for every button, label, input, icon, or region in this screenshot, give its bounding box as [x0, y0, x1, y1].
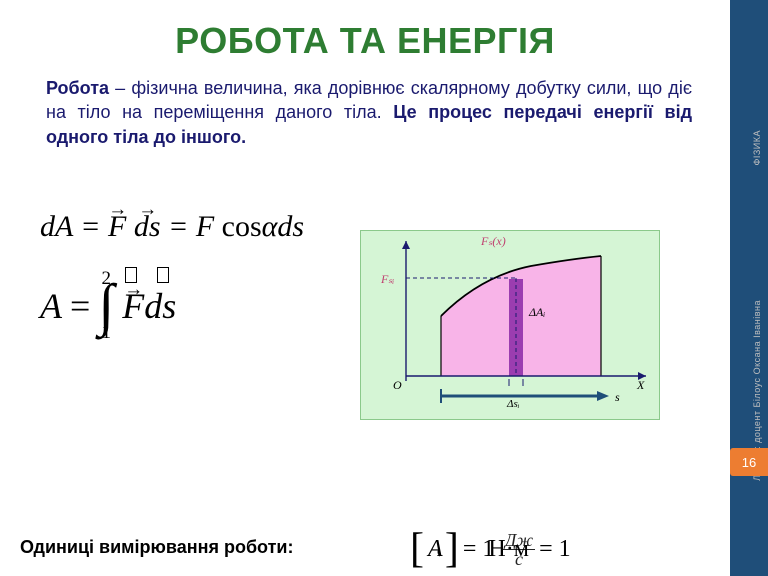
defn-dash: – — [109, 78, 131, 98]
integral-icon: ∫ — [98, 285, 114, 326]
f2-eq: = — [70, 285, 90, 327]
units-dj: Дж — [503, 531, 535, 550]
int-lower: 1 — [102, 326, 112, 339]
work-diagram: Fₛ(x) Fₛᵢ ΔAᵢ Δsᵢ s⃗ O X — [360, 230, 660, 420]
sidebar: ФІЗИКА Лектор: доцент Білоус Оксана Іван… — [730, 0, 768, 576]
f1-ds2: ds — [277, 210, 304, 243]
arrow-icon: → — [122, 279, 144, 301]
units-dj-den: с — [515, 550, 523, 568]
integral-symbol: 2 ∫ 1 — [98, 272, 114, 339]
f1-vec-ds: →ds — [134, 210, 161, 244]
area-label: ΔAᵢ — [528, 305, 545, 319]
definition-paragraph: Робота – фізична величина, яка дорівнює … — [30, 76, 700, 149]
f2-A: A — [40, 285, 62, 327]
f2-integrand: →Fds — [122, 285, 176, 327]
units-formula: [ A ₍ ] = 1 Н·м Дж с = 1 — [410, 531, 571, 568]
origin-label: O — [393, 378, 402, 392]
dx-label: Δsᵢ — [506, 398, 520, 410]
s-label: s⃗ — [615, 390, 629, 404]
f1-eq2: = — [161, 210, 196, 243]
slide-content: РОБОТА ТА ЕНЕРГІЯ Робота – фізична велич… — [0, 0, 730, 576]
defn-term: Робота — [46, 78, 109, 98]
formula-differential: dA = →F →ds = F cosαds — [40, 210, 340, 244]
units-eq2: = 1 — [539, 536, 571, 563]
f2-vec-F: →F — [122, 285, 144, 327]
y-axis-label: Fₛ(x) — [480, 234, 506, 248]
units-label: Одиниці вимірювання роботи: — [20, 537, 293, 558]
sidebar-subject: ФІЗИКА — [752, 130, 762, 166]
bracket-right-icon: ] — [445, 533, 459, 567]
page-number-badge: 16 — [730, 448, 768, 476]
diagram-svg: Fₛ(x) Fₛᵢ ΔAᵢ Δsᵢ s⃗ O X — [361, 231, 661, 421]
units-frac: Дж с — [503, 531, 535, 568]
f1-vec-F: →F — [108, 210, 126, 244]
bracket-left-icon: [ — [410, 533, 424, 567]
y-tick-label: Fₛᵢ — [380, 272, 394, 286]
f1-Fcos: F — [196, 210, 222, 243]
overlap-glyph: ₍ — [437, 540, 441, 560]
f2-ds: ds — [144, 286, 176, 326]
box-glyph-icon — [157, 267, 169, 283]
arrow-icon: → — [108, 199, 126, 221]
arrow-icon: → — [134, 199, 161, 221]
y-axis-arrow-icon — [402, 241, 410, 249]
x-axis-label: X — [636, 378, 645, 392]
f1-cos: cos — [222, 210, 262, 243]
page-title: РОБОТА ТА ЕНЕРГІЯ — [30, 20, 700, 62]
formula-integral: A = 2 ∫ 1 →Fds — [40, 272, 340, 339]
f1-lhs: dA — [40, 210, 73, 243]
s-arrow-head-icon — [597, 391, 609, 401]
f1-alpha: α — [262, 210, 278, 243]
formula-block: dA = →F →ds = F cosαds A = 2 ∫ 1 →Fds — [40, 210, 340, 339]
f1-eq1: = — [73, 210, 108, 243]
